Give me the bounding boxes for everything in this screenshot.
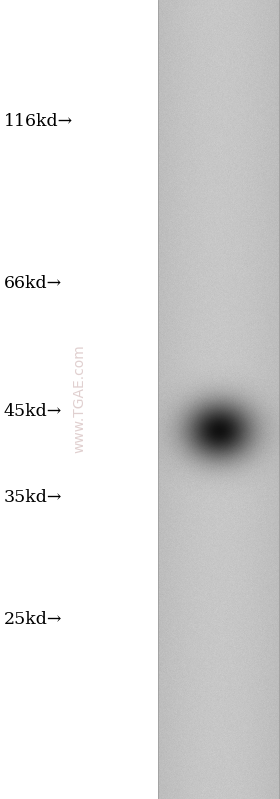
- Text: 45kd→: 45kd→: [4, 403, 62, 419]
- Text: 66kd→: 66kd→: [4, 275, 62, 292]
- Text: 35kd→: 35kd→: [4, 490, 62, 507]
- Text: 116kd→: 116kd→: [4, 113, 73, 130]
- Text: 25kd→: 25kd→: [4, 610, 62, 627]
- Text: www.TGAE.com: www.TGAE.com: [72, 344, 86, 453]
